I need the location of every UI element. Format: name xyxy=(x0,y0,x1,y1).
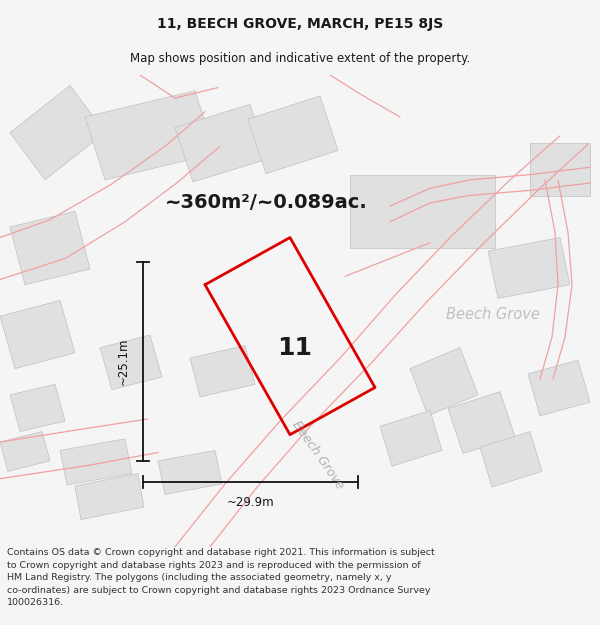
Polygon shape xyxy=(410,348,478,416)
Polygon shape xyxy=(10,211,90,285)
Text: ~29.9m: ~29.9m xyxy=(227,496,274,509)
Polygon shape xyxy=(380,411,442,466)
Polygon shape xyxy=(60,439,132,485)
Polygon shape xyxy=(480,431,542,487)
Text: Beech Grove: Beech Grove xyxy=(290,418,346,491)
Polygon shape xyxy=(175,104,268,182)
Polygon shape xyxy=(0,301,75,369)
Polygon shape xyxy=(530,143,590,196)
Polygon shape xyxy=(158,451,222,494)
Polygon shape xyxy=(528,360,590,416)
Text: Beech Grove: Beech Grove xyxy=(446,307,540,322)
Text: ~360m²/~0.089ac.: ~360m²/~0.089ac. xyxy=(165,193,368,213)
Text: 11: 11 xyxy=(277,336,313,359)
Text: 11, BEECH GROVE, MARCH, PE15 8JS: 11, BEECH GROVE, MARCH, PE15 8JS xyxy=(157,17,443,31)
Text: Map shows position and indicative extent of the property.: Map shows position and indicative extent… xyxy=(130,52,470,65)
Polygon shape xyxy=(448,392,515,454)
Text: Contains OS data © Crown copyright and database right 2021. This information is : Contains OS data © Crown copyright and d… xyxy=(7,549,435,608)
Polygon shape xyxy=(10,86,105,180)
Polygon shape xyxy=(248,96,338,174)
Polygon shape xyxy=(100,335,162,389)
Polygon shape xyxy=(0,431,50,471)
Polygon shape xyxy=(85,91,215,180)
Text: ~25.1m: ~25.1m xyxy=(116,338,130,385)
Polygon shape xyxy=(10,384,65,431)
Polygon shape xyxy=(488,238,570,298)
Polygon shape xyxy=(350,174,495,248)
Polygon shape xyxy=(190,346,255,397)
Polygon shape xyxy=(75,474,144,519)
